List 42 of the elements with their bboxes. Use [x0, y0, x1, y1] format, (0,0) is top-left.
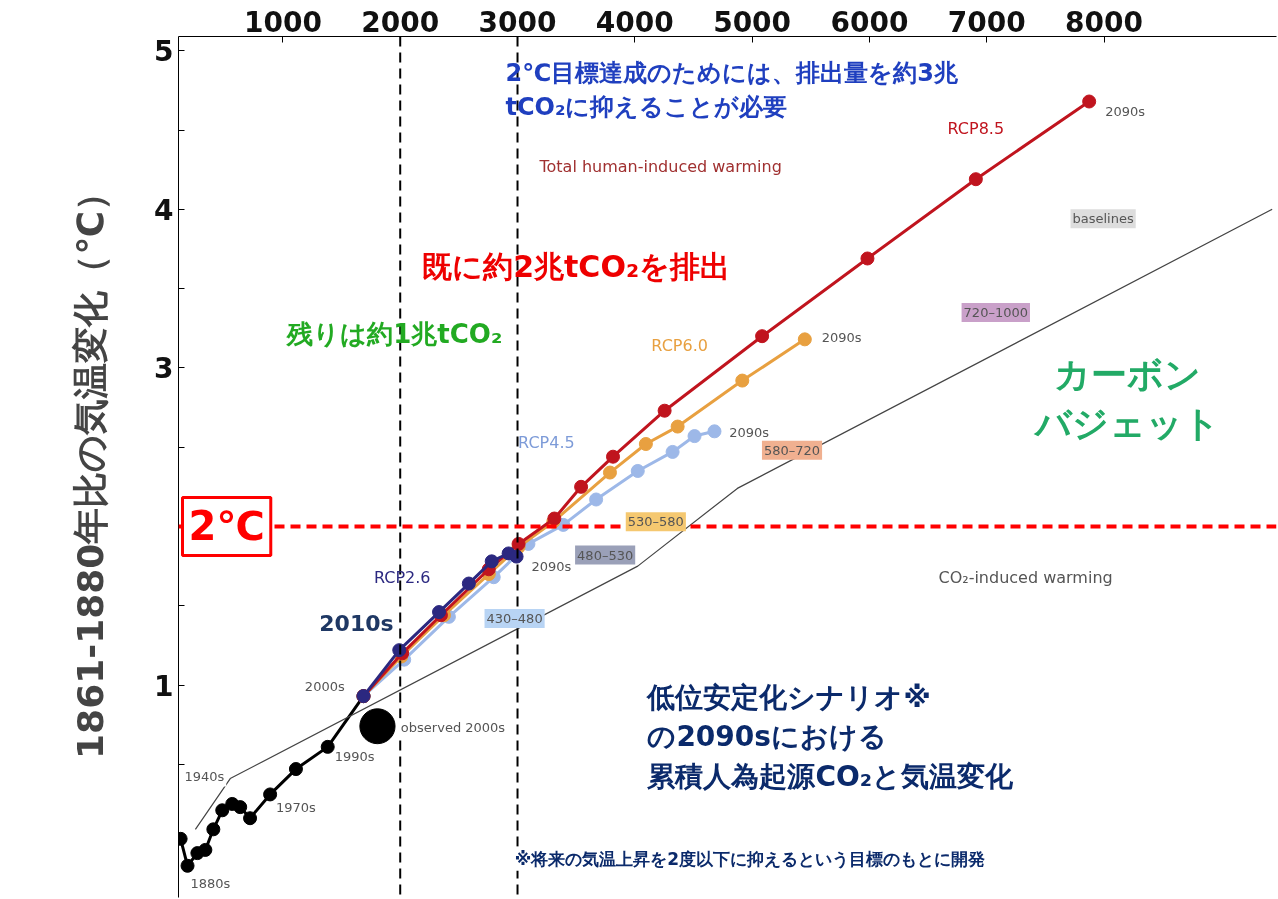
annotation: RCP8.5 — [947, 118, 1005, 138]
annotation: 2090s — [729, 425, 770, 441]
annotation: 1970s — [276, 799, 317, 815]
y-tick-label: 1 — [154, 669, 174, 703]
annotation: 残りは約1兆tCO₂ — [286, 319, 503, 350]
annotation: CO₂-induced warming — [938, 567, 1113, 587]
annotation: 低位安定化シナリオ※の2090sにおける累積人為起源CO₂と気温変化 — [646, 680, 1014, 793]
annotation: RCP2.6 — [373, 567, 431, 587]
annotation: baselines — [1072, 211, 1134, 227]
annotation: 480–530 — [577, 547, 634, 563]
annotation: 1880s — [190, 875, 231, 891]
x-tick-label: 4000 — [595, 5, 674, 39]
annotation: 2090s — [531, 558, 572, 574]
y-tick-label: 4 — [154, 193, 174, 227]
annotation: 1940s — [184, 769, 225, 785]
x-tick-label: 6000 — [830, 5, 909, 39]
annotation: 2090s — [1105, 103, 1146, 119]
annotation: RCP4.5 — [518, 432, 575, 452]
x-tick-label: 3000 — [478, 5, 557, 39]
annotation: 2010s — [319, 610, 394, 636]
annotation: カーボンバジェット — [1033, 354, 1221, 445]
annotation: 既に約2兆tCO₂を排出 — [422, 249, 731, 285]
y-tick-label: 3 — [154, 352, 174, 386]
ref-line-label: 2℃ — [188, 503, 265, 550]
annotation: 2090s — [821, 330, 862, 346]
x-tick-label: 2000 — [361, 5, 440, 39]
x-tick-label: 1000 — [243, 5, 322, 39]
annotation: 720–1000 — [963, 304, 1028, 320]
y-tick-label: 5 — [154, 35, 174, 69]
annotation: ※将来の気温上昇を2度以下に抑えるという目標のもとに開発 — [514, 848, 986, 869]
annotation: 530–580 — [627, 514, 684, 530]
y-axis-title: 1861-1880年比の気温変化（℃） — [70, 175, 112, 759]
annotation: 2000s — [304, 679, 345, 695]
x-tick-label: 8000 — [1065, 5, 1144, 39]
annotation: 580–720 — [763, 442, 821, 458]
annotation: observed 2000s — [400, 720, 506, 736]
annotation: 430–480 — [486, 610, 543, 626]
x-tick-label: 7000 — [947, 5, 1026, 39]
annotation: RCP6.0 — [651, 336, 708, 356]
annotation: 1990s — [334, 748, 375, 764]
annotation: Total human-induced warming — [538, 157, 782, 177]
x-tick-label: 5000 — [713, 5, 792, 39]
